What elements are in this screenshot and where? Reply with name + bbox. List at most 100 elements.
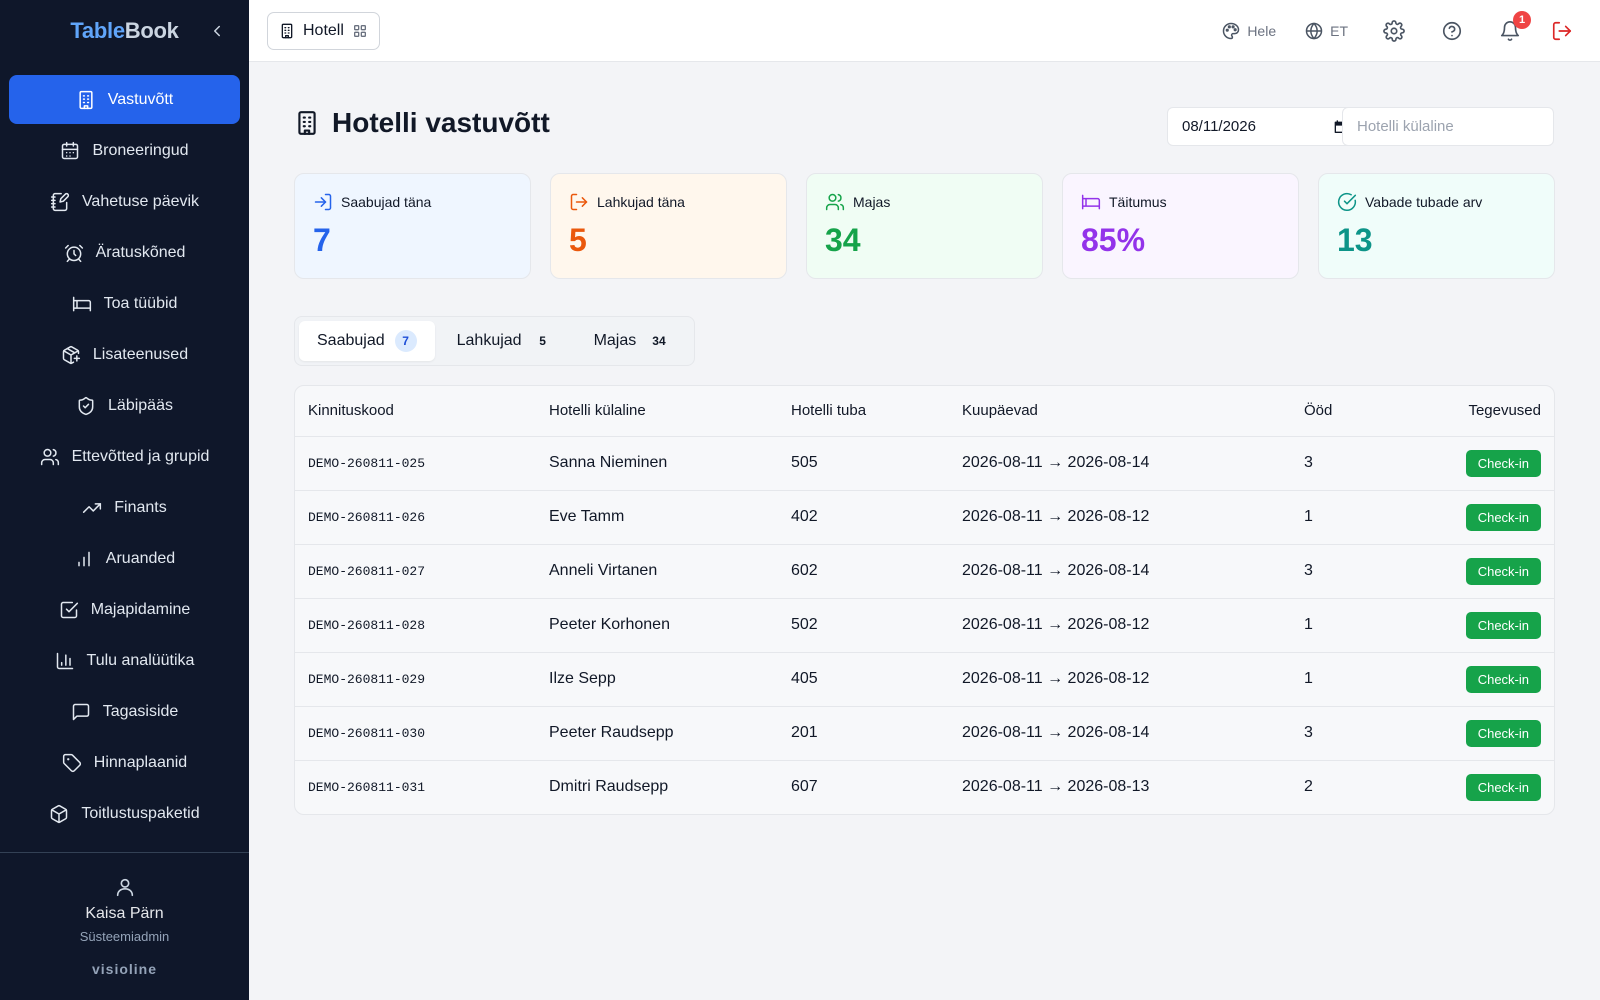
table-row: DEMO-260811-031 Dmitri Raudsepp 607 2026-08… xyxy=(295,760,1554,814)
tab-2[interactable]: Majas 34 xyxy=(576,321,690,361)
sidebar-item-12[interactable]: Tagasiside xyxy=(9,687,240,736)
nights-count: 1 xyxy=(1291,490,1391,545)
sidebar-item-7[interactable]: Ettevõtted ja grupid xyxy=(9,432,240,481)
stay-dates: 2026-08-11 → 2026-08-14 xyxy=(949,544,1291,599)
booking-code: DEMO-260811-031 xyxy=(308,779,426,795)
room-number: 502 xyxy=(778,598,949,653)
sidebar-item-3[interactable]: Äratuskõned xyxy=(9,228,240,277)
logout-button[interactable] xyxy=(1550,19,1574,43)
theme-toggle[interactable]: Hele xyxy=(1221,21,1276,41)
sidebar-item-11[interactable]: Tulu analüütika xyxy=(9,636,240,685)
sidebar-item-label: Tulu analüütika xyxy=(86,651,195,669)
stay-dates: 2026-08-11 → 2026-08-14 xyxy=(949,706,1291,761)
stat-label-row: Vabade tubade arv xyxy=(1337,192,1536,212)
guest-tabs: Saabujad 7 Lahkujad 5 Majas 34 xyxy=(294,316,695,366)
brand: TableBook xyxy=(0,0,249,62)
message-square-icon xyxy=(72,703,89,720)
table-row: DEMO-260811-026 Eve Tamm 402 2026-08-11 → 2… xyxy=(295,490,1554,545)
sidebar: TableBook Vastuvõtt Broneeringud Vahetuse … xyxy=(0,0,249,1000)
stay-dates: 2026-08-11 → 2026-08-12 xyxy=(949,652,1291,707)
sidebar-item-4[interactable]: Toa tüübid xyxy=(9,279,240,328)
sidebar-item-9[interactable]: Aruanded xyxy=(9,534,240,583)
stat-card: Majas 34 xyxy=(806,173,1043,279)
help-button[interactable] xyxy=(1440,19,1464,43)
bell-icon xyxy=(1500,21,1520,42)
stat-label-row: Täitumus xyxy=(1081,192,1280,212)
stat-value: 5 xyxy=(569,222,587,258)
sidebar-item-10[interactable]: Majapidamine xyxy=(9,585,240,634)
user-panel: Kaisa Pärn Süsteemiadmin visioline xyxy=(0,852,249,1000)
sidebar-item-14[interactable]: Toitlustuspaketid xyxy=(9,789,240,838)
table-row: DEMO-260811-025 Sanna Nieminen 505 2026-08-… xyxy=(295,436,1554,491)
chevron-left-icon xyxy=(214,25,220,37)
column-header[interactable]: Ööd xyxy=(1291,386,1391,437)
sidebar-item-label: Aruanded xyxy=(105,549,176,567)
bed-icon xyxy=(1081,194,1101,210)
sidebar-item-6[interactable]: Läbipääs xyxy=(9,381,240,430)
sidebar-item-0[interactable]: Vastuvõtt xyxy=(9,75,240,124)
stat-icon-wrap xyxy=(825,192,845,212)
stat-value: 34 xyxy=(825,222,861,258)
column-header[interactable]: Hotelli külaline xyxy=(536,386,778,437)
globe-icon xyxy=(1305,22,1323,40)
shield-check-icon xyxy=(78,396,94,415)
table-header-row: Kinnituskood Hotelli külaline Hotelli tu… xyxy=(295,386,1554,437)
building-icon xyxy=(79,90,93,109)
notifications-button[interactable]: 1 xyxy=(1498,11,1531,43)
box-icon xyxy=(51,804,68,823)
building-icon xyxy=(298,111,316,135)
column-header[interactable]: Hotelli tuba xyxy=(778,386,949,437)
stay-dates: 2026-08-11 → 2026-08-12 xyxy=(949,490,1291,545)
tab-count-badge: 7 xyxy=(394,330,417,352)
help-circle-icon xyxy=(1442,21,1462,41)
column-header[interactable]: Kinnituskood xyxy=(295,386,536,437)
column-header[interactable]: Kuupäevad xyxy=(949,386,1291,437)
check-in-button[interactable]: Check-in xyxy=(1465,773,1541,801)
actions-cell: Check-in xyxy=(1391,544,1554,599)
room-number: 602 xyxy=(778,544,949,599)
nights-count: 3 xyxy=(1291,544,1391,599)
language-switcher[interactable]: ET xyxy=(1304,21,1348,41)
actions-cell: Check-in xyxy=(1391,436,1554,491)
check-in-button[interactable]: Check-in xyxy=(1465,665,1541,693)
module-switcher-button[interactable]: Hotell xyxy=(267,12,380,50)
check-in-button[interactable]: Check-in xyxy=(1465,503,1541,531)
stat-card: Täitumus 85% xyxy=(1062,173,1299,279)
tab-1[interactable]: Lahkujad 5 xyxy=(439,321,572,361)
sidebar-item-13[interactable]: Hinnaplaanid xyxy=(9,738,240,787)
check-square-icon xyxy=(60,601,78,618)
sidebar-item-2[interactable]: Vahetuse päevik xyxy=(9,177,240,226)
tab-0[interactable]: Saabujad 7 xyxy=(299,321,435,361)
alarm-clock-icon xyxy=(64,244,83,262)
sidebar-item-label: Broneeringud xyxy=(92,141,189,159)
settings-button[interactable] xyxy=(1382,19,1406,43)
booking-code: DEMO-260811-030 xyxy=(295,706,536,761)
check-in-button[interactable]: Check-in xyxy=(1465,449,1541,477)
user-icon xyxy=(116,878,133,897)
stat-value: 7 xyxy=(313,222,331,258)
stat-card: Saabujad täna 7 xyxy=(294,173,531,279)
date-picker[interactable]: 08/11/2026 xyxy=(1167,107,1363,146)
sidebar-item-1[interactable]: Broneeringud xyxy=(9,126,240,175)
guest-search-input[interactable] xyxy=(1342,107,1554,146)
sidebar-item-8[interactable]: Finants xyxy=(9,483,240,532)
table-row: DEMO-260811-030 Peeter Raudsepp 201 2026-08… xyxy=(295,706,1554,761)
theme-label: Hele xyxy=(1247,23,1277,39)
stat-card: Vabade tubade arv 13 xyxy=(1318,173,1555,279)
sidebar-item-label: Tagasiside xyxy=(102,702,179,720)
stat-icon-wrap xyxy=(1081,192,1101,212)
bed-icon xyxy=(72,296,91,311)
check-in-button[interactable]: Check-in xyxy=(1465,719,1541,747)
check-in-button[interactable]: Check-in xyxy=(1465,611,1541,639)
date-value: 08/11/2026 xyxy=(1182,118,1256,135)
topbar-actions: Hele ET 1 xyxy=(1221,0,1600,62)
actions-cell: Check-in xyxy=(1391,490,1554,545)
collapse-sidebar-button[interactable] xyxy=(207,20,227,42)
check-in-button[interactable]: Check-in xyxy=(1465,557,1541,585)
stat-value: 13 xyxy=(1337,222,1373,258)
sidebar-item-5[interactable]: Lisateenused xyxy=(9,330,240,379)
stat-label: Täitumus xyxy=(1109,194,1167,210)
stay-dates: 2026-08-11 → 2026-08-12 xyxy=(949,598,1291,653)
guest-name: Sanna Nieminen xyxy=(536,436,778,491)
stats-row: Saabujad täna 7 Lahkujad täna 5 Majas 34 Täitu… xyxy=(294,173,1555,279)
